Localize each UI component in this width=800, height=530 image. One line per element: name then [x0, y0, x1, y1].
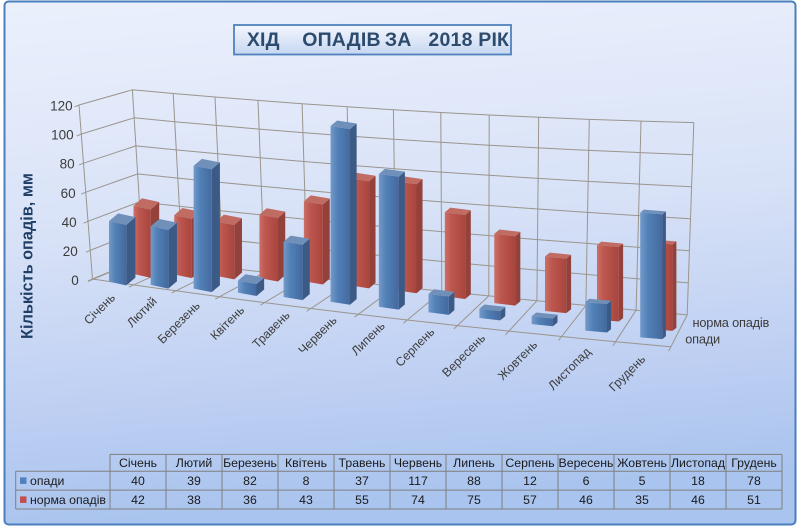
svg-text:20: 20 — [63, 244, 78, 259]
svg-text:80: 80 — [60, 157, 75, 172]
svg-text:120: 120 — [50, 99, 73, 114]
svg-text:37: 37 — [355, 474, 369, 488]
svg-text:Серпень: Серпень — [505, 456, 554, 470]
svg-text:117: 117 — [408, 474, 428, 488]
svg-text:8: 8 — [303, 474, 310, 488]
svg-text:43: 43 — [299, 493, 313, 507]
svg-text:опади: опади — [685, 332, 720, 347]
svg-text:40: 40 — [62, 215, 77, 230]
svg-text:42: 42 — [131, 493, 145, 507]
svg-text:Травень: Травень — [339, 456, 386, 470]
svg-text:51: 51 — [747, 493, 761, 507]
svg-text:5: 5 — [639, 474, 646, 488]
svg-text:12: 12 — [523, 474, 537, 488]
svg-text:18: 18 — [691, 474, 705, 488]
svg-text:36: 36 — [243, 493, 257, 507]
svg-text:Грудень: Грудень — [731, 456, 777, 470]
svg-text:74: 74 — [411, 493, 425, 507]
svg-text:82: 82 — [243, 474, 257, 488]
svg-text:Червень: Червень — [394, 456, 442, 470]
svg-text:Січень: Січень — [119, 456, 157, 470]
svg-text:Квітень: Квітень — [285, 456, 327, 470]
svg-text:75: 75 — [467, 493, 481, 507]
svg-text:Лютий: Лютий — [176, 456, 213, 470]
svg-text:39: 39 — [187, 474, 201, 488]
svg-text:опади: опади — [30, 474, 65, 488]
svg-text:35: 35 — [635, 493, 649, 507]
svg-text:Березень: Березень — [223, 456, 277, 470]
svg-text:ХІД ОПАДІВ ЗА 2018 РІК: ХІД ОПАДІВ ЗА 2018 РІК — [247, 29, 509, 51]
svg-text:88: 88 — [467, 474, 481, 488]
svg-text:Липень: Липень — [453, 456, 495, 470]
svg-text:100: 100 — [51, 128, 74, 143]
svg-text:Жовтень: Жовтень — [617, 456, 667, 470]
svg-text:55: 55 — [355, 493, 369, 507]
svg-text:57: 57 — [523, 493, 537, 507]
svg-text:40: 40 — [131, 474, 145, 488]
svg-text:46: 46 — [691, 493, 705, 507]
svg-text:0: 0 — [71, 273, 79, 288]
svg-text:Кількість опадів, мм: Кількість опадів, мм — [19, 173, 37, 339]
svg-text:46: 46 — [579, 493, 593, 507]
svg-text:Листопад: Листопад — [671, 456, 725, 470]
svg-text:38: 38 — [187, 493, 201, 507]
svg-text:6: 6 — [583, 474, 590, 488]
svg-text:норма опадів: норма опадів — [693, 315, 770, 330]
svg-text:78: 78 — [747, 474, 761, 488]
svg-text:60: 60 — [61, 186, 76, 201]
svg-text:норма опадів: норма опадів — [30, 493, 106, 507]
svg-text:Вересень: Вересень — [559, 456, 614, 470]
